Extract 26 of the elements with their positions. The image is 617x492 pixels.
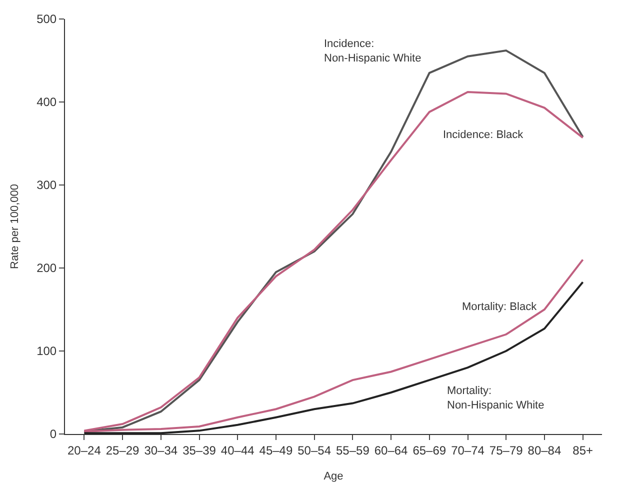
y-tick-label: 0 bbox=[50, 427, 57, 442]
x-tick-label: 55–59 bbox=[336, 443, 370, 458]
x-tick-label: 35–39 bbox=[182, 443, 216, 458]
series-label: Incidence: Non-Hispanic White bbox=[324, 38, 422, 64]
x-tick-label: 25–29 bbox=[106, 443, 140, 458]
y-axis-title: Rate per 100,000 bbox=[9, 184, 22, 270]
x-tick-label: 85+ bbox=[572, 443, 593, 458]
y-tick-label: 500 bbox=[36, 12, 57, 26]
x-tick-label: 60–64 bbox=[374, 443, 408, 458]
x-tick-label: 20–24 bbox=[67, 443, 102, 458]
x-axis-title: Age bbox=[324, 470, 344, 483]
x-tick-label: 50–54 bbox=[298, 443, 332, 458]
x-tick-label: 70–74 bbox=[451, 443, 485, 458]
series-label: Mortality: Non-Hispanic White bbox=[447, 385, 544, 412]
x-tick-label: 30–34 bbox=[144, 443, 178, 458]
series-label: Incidence: Black bbox=[443, 129, 524, 141]
y-tick-label: 400 bbox=[36, 95, 57, 110]
x-tick-label: 40–44 bbox=[220, 443, 255, 458]
y-tick-label: 200 bbox=[36, 261, 57, 276]
series-label: Mortality: Black bbox=[462, 301, 538, 313]
x-tick-label: 45–49 bbox=[259, 443, 293, 458]
x-tick-label: 80–84 bbox=[528, 443, 562, 458]
y-tick-label: 300 bbox=[36, 178, 57, 192]
x-tick-label: 65–69 bbox=[412, 443, 446, 458]
x-tick-label: 75–79 bbox=[489, 443, 524, 458]
y-tick-label: 100 bbox=[36, 344, 57, 358]
